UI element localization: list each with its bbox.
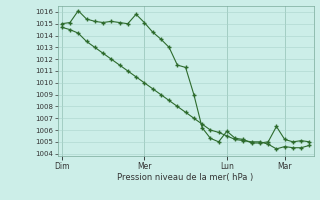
X-axis label: Pression niveau de la mer( hPa ): Pression niveau de la mer( hPa ) <box>117 173 254 182</box>
